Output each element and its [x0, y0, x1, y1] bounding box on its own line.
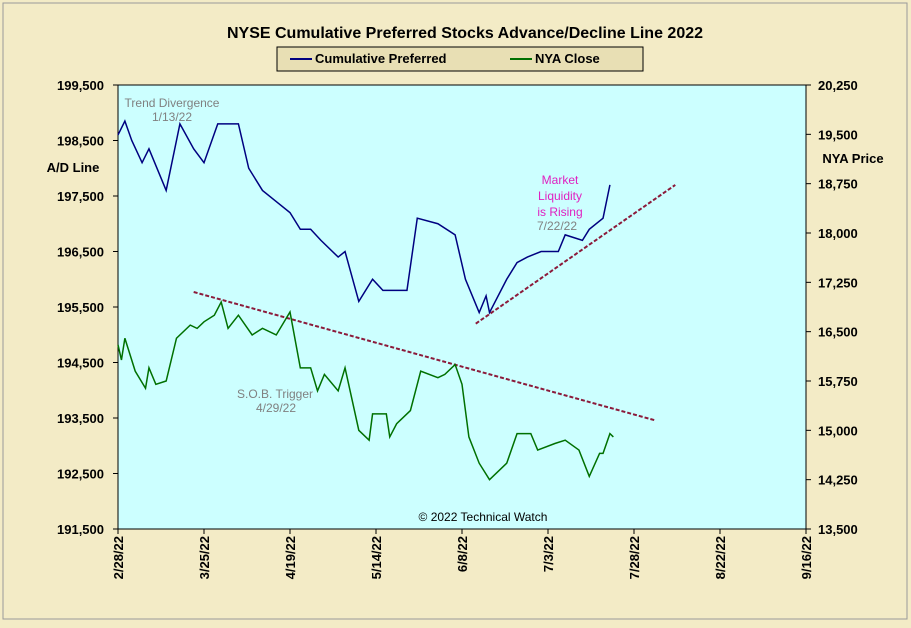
series-line	[117, 299, 614, 481]
y2-tick-label: 19,500	[818, 127, 858, 142]
y2-tick-label: 13,500	[818, 522, 858, 537]
annotation: Trend Divergence	[125, 96, 220, 110]
y-tick-label: 199,500	[57, 78, 104, 93]
legend: Cumulative Preferred NYA Close	[276, 46, 644, 72]
y-tick-label: 198,500	[57, 134, 104, 149]
y-tick-label: 194,500	[57, 356, 104, 371]
x-tick-label: 7/28/22	[627, 536, 642, 579]
y2-tick-label: 18,750	[818, 177, 858, 192]
annotation: S.O.B. Trigger	[237, 387, 313, 401]
annotation: © 2022 Technical Watch	[419, 510, 548, 524]
annotation: Liquidity	[538, 189, 582, 203]
y-tick-label: 192,500	[57, 467, 104, 482]
x-tick-label: 4/19/22	[283, 536, 298, 579]
annotation: 4/29/22	[256, 401, 296, 415]
x-tick-label: 9/16/22	[799, 536, 814, 579]
y-tick-label: 195,500	[57, 300, 104, 315]
x-tick-label: 5/14/22	[369, 536, 384, 579]
x-tick-label: 2/28/22	[111, 536, 126, 579]
legend-label: NYA Close	[535, 51, 600, 66]
annotation: 1/13/22	[152, 110, 192, 124]
trend-line	[475, 184, 676, 325]
x-tick-label: 3/25/22	[197, 536, 212, 579]
y2-tick-label: 20,250	[818, 78, 858, 93]
plot-area	[117, 84, 807, 530]
annotation: Market	[542, 173, 579, 187]
y-tick-label: 197,500	[57, 189, 104, 204]
y-tick-label: 191,500	[57, 522, 104, 537]
y2-tick-label: 16,500	[818, 325, 858, 340]
x-tick-label: 7/3/22	[541, 536, 556, 572]
annotation: 7/22/22	[537, 219, 577, 233]
y-tick-label: 196,500	[57, 245, 104, 260]
x-tick-label: 8/22/22	[713, 536, 728, 579]
y2-tick-label: 15,750	[818, 374, 858, 389]
y-tick-label: 193,500	[57, 411, 104, 426]
y2-axis-label: NYA Price	[822, 151, 883, 166]
legend-label: Cumulative Preferred	[315, 51, 447, 66]
y2-tick-label: 18,000	[818, 226, 858, 241]
chart-title: NYSE Cumulative Preferred Stocks Advance…	[227, 25, 703, 42]
x-tick-label: 6/8/22	[455, 536, 470, 572]
y2-tick-label: 15,000	[818, 423, 858, 438]
legend-box	[276, 46, 644, 72]
frame	[2, 2, 908, 620]
series-line	[117, 119, 611, 315]
annotation: is Rising	[537, 205, 582, 219]
y2-tick-label: 17,250	[818, 275, 858, 290]
y-axis-label: A/D Line	[47, 160, 100, 175]
trend-line	[193, 291, 655, 422]
y2-tick-label: 14,250	[818, 473, 858, 488]
